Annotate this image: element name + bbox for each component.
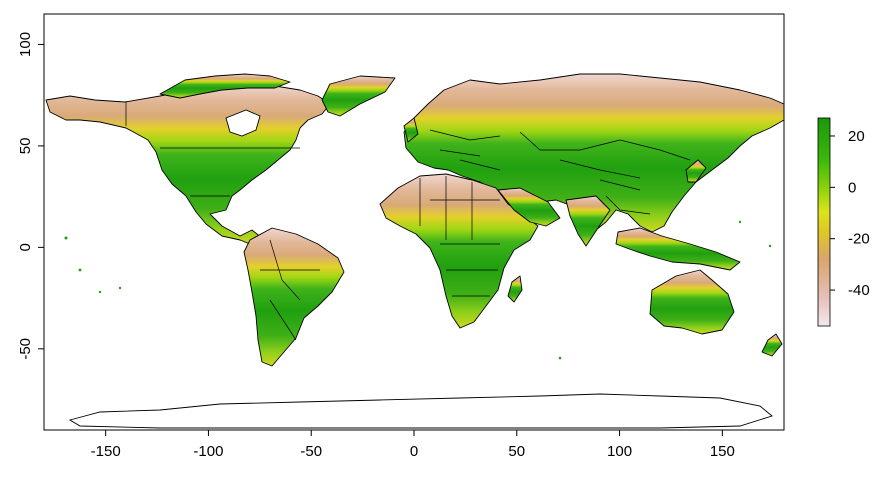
x-tick-label: -150	[91, 443, 121, 460]
south-america	[243, 227, 345, 367]
greenland	[321, 75, 396, 117]
india	[565, 195, 611, 247]
land-layer	[45, 73, 785, 367]
x-axis: -150 -100 -50 0 50 100 150	[91, 430, 735, 460]
legend-tick-label: -40	[848, 282, 870, 299]
southeast-asia-islands	[615, 227, 741, 271]
x-tick-label: 0	[410, 443, 418, 460]
hudson-bay	[225, 109, 261, 137]
x-tick-label: 150	[710, 443, 735, 460]
y-tick-label: 0	[17, 243, 34, 251]
x-tick-label: -50	[300, 443, 322, 460]
color-legend: 20 0 -20 -40	[817, 117, 870, 327]
y-tick-label: 50	[17, 138, 34, 155]
africa	[379, 173, 539, 329]
antarctica	[68, 393, 773, 429]
arabia	[497, 187, 561, 227]
madagascar	[507, 275, 523, 303]
y-tick-label: -50	[17, 338, 34, 360]
x-tick-label: -100	[193, 443, 223, 460]
y-axis: -50 0 50 100	[17, 32, 44, 360]
legend-tick-label: 20	[848, 128, 865, 145]
island-markers	[64, 220, 772, 360]
ice-layer	[68, 109, 773, 429]
legend-ticks: 20 0 -20 -40	[830, 128, 870, 299]
legend-tick-label: 0	[848, 179, 856, 196]
new-zealand	[761, 333, 783, 357]
legend-bar	[817, 117, 831, 327]
legend-tick-label: -20	[848, 231, 870, 248]
uk-ireland	[403, 117, 419, 143]
arctic-islands	[159, 73, 291, 99]
japan	[685, 159, 707, 183]
x-tick-label: 50	[508, 443, 525, 460]
north-america	[45, 83, 331, 245]
country-borders	[125, 102, 691, 341]
y-tick-label: 100	[17, 32, 34, 57]
x-tick-label: 100	[607, 443, 632, 460]
australia	[649, 269, 735, 335]
